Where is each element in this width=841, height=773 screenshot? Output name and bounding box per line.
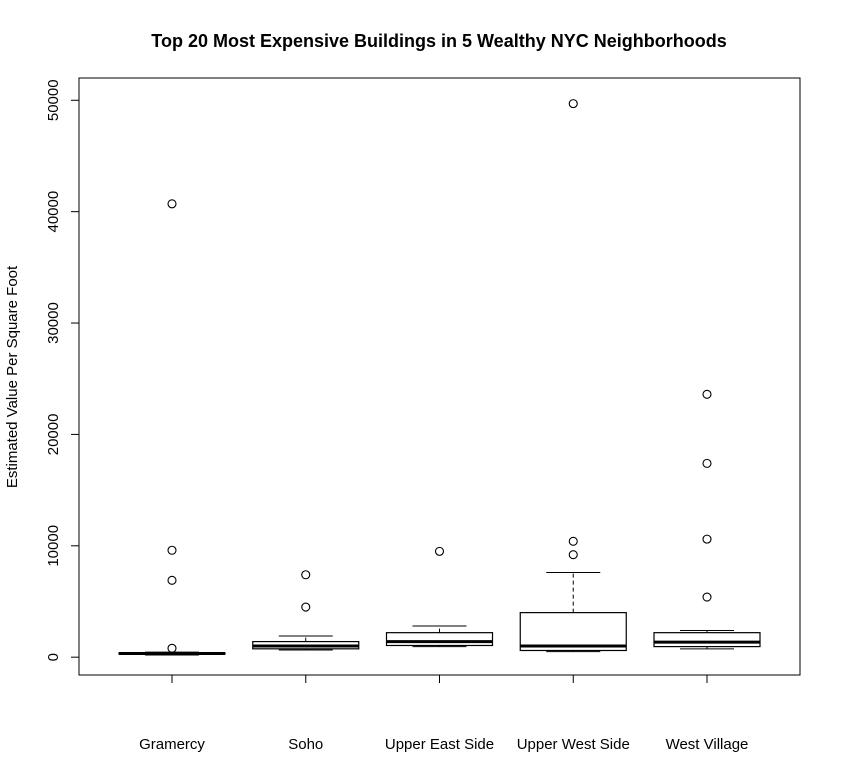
outlier-point <box>167 643 177 653</box>
y-tick-label: 20000 <box>45 414 62 456</box>
box-west-village <box>653 389 761 650</box>
box-soho <box>252 570 360 651</box>
outlier-point <box>702 458 712 468</box>
y-axis: 0 10000 20000 30000 40000 50000 <box>45 79 79 661</box>
outlier-point <box>702 534 712 544</box>
box-gramercy <box>118 199 226 656</box>
boxes <box>118 99 761 656</box>
outlier-point <box>301 570 311 580</box>
x-tick-label: Soho <box>288 736 323 753</box>
outlier-point <box>167 575 177 585</box>
plot-frame <box>78 77 801 676</box>
interquartile-box <box>519 612 627 652</box>
x-tick-label: Upper West Side <box>517 736 630 753</box>
interquartile-box <box>653 632 761 648</box>
outlier-point <box>167 545 177 555</box>
x-tick-label: West Village <box>666 736 749 753</box>
y-tick-label: 30000 <box>45 302 62 344</box>
outlier-point <box>568 550 578 560</box>
outlier-point <box>434 546 445 556</box>
outlier-point <box>568 536 578 546</box>
y-tick-label: 40000 <box>45 191 62 233</box>
outlier-point <box>568 99 578 109</box>
box-upper-east-side <box>385 546 494 648</box>
x-axis: Gramercy Soho Upper East Side Upper West Si… <box>139 675 748 753</box>
chart-title: Top 20 Most Expensive Buildings in 5 Wea… <box>151 31 726 51</box>
y-tick-label: 50000 <box>45 79 62 121</box>
y-tick-label: 0 <box>45 653 62 661</box>
x-tick-label: Upper East Side <box>385 736 494 753</box>
y-axis-label: Estimated Value Per Square Foot <box>4 265 21 488</box>
x-tick-label: Gramercy <box>139 736 205 753</box>
interquartile-box <box>385 632 494 647</box>
y-tick-label: 10000 <box>45 525 62 567</box>
outlier-point <box>167 199 177 209</box>
box-upper-west-side <box>519 99 627 653</box>
outlier-point <box>702 389 712 399</box>
outlier-point <box>702 592 712 602</box>
outlier-point <box>301 602 311 612</box>
